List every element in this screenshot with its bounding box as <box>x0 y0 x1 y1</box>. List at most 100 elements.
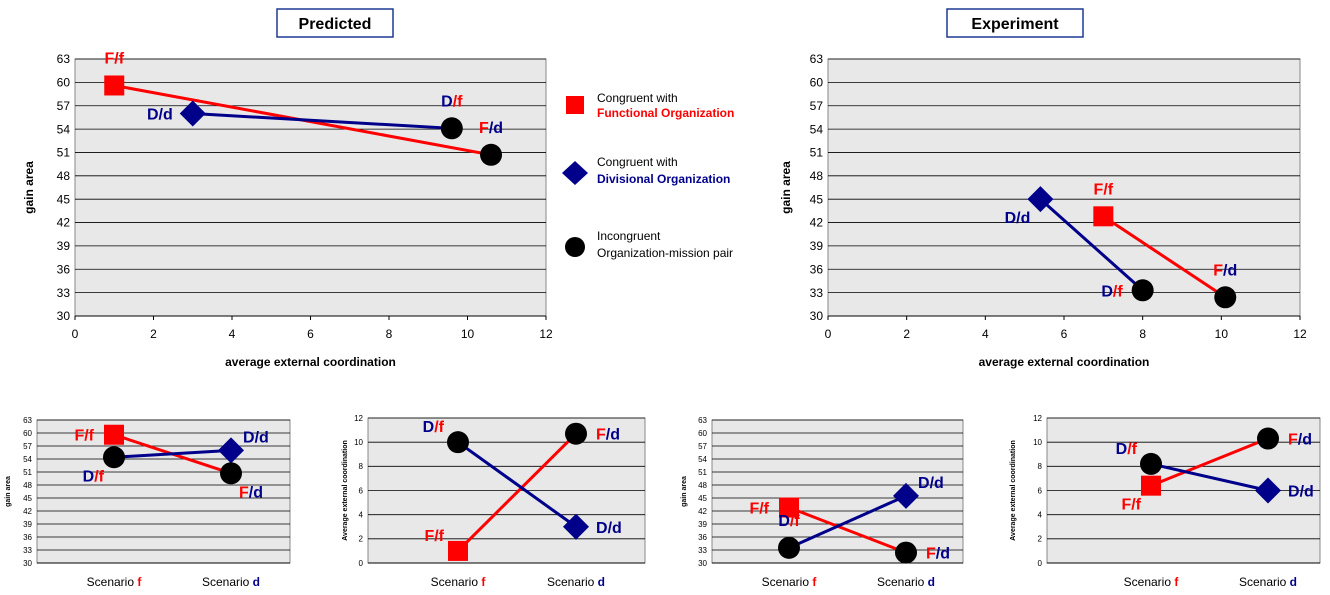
category-label-text: Scenario <box>431 575 482 589</box>
y-tick-label: 60 <box>23 429 32 438</box>
x-axis-title: average external coordination <box>225 355 396 369</box>
y-tick-label: 42 <box>698 507 707 516</box>
category-label: Scenario d <box>547 575 605 589</box>
title-experiment-text: Experiment <box>971 16 1059 33</box>
y-tick-label: 2 <box>359 535 364 544</box>
point-label-part: /f <box>434 419 444 436</box>
x-tick-label: 10 <box>1215 327 1229 341</box>
legend-label-line2: Functional Organization <box>597 106 734 120</box>
x-axis-title: average external coordination <box>979 355 1150 369</box>
y-tick-label: 51 <box>57 146 71 160</box>
y-tick-label: 4 <box>359 510 364 519</box>
legend-diamond-marker <box>562 161 588 185</box>
point-label-part: /d <box>1300 484 1314 501</box>
point-label-part: /d <box>606 427 620 444</box>
y-tick-label: 51 <box>810 146 824 160</box>
square-marker <box>104 424 124 445</box>
legend-label-line1: Incongruent <box>597 229 661 243</box>
circle-marker <box>440 117 463 140</box>
circle-marker <box>220 462 242 485</box>
point-label-part: /d <box>1223 262 1237 279</box>
category-label-letter: f <box>1174 575 1179 589</box>
point-label-part: F <box>74 428 84 445</box>
y-tick-label: 6 <box>1038 486 1043 495</box>
y-tick-label: 36 <box>57 262 71 276</box>
y-tick-label: 63 <box>57 52 71 66</box>
y-tick-label: 0 <box>359 559 364 568</box>
y-axis-title: gain area <box>5 476 12 507</box>
category-label: Scenario f <box>87 575 143 589</box>
point-label-part: D <box>1005 210 1017 227</box>
y-tick-label: 39 <box>23 520 32 529</box>
point-label-part: D <box>596 520 608 537</box>
category-label: Scenario d <box>877 575 935 589</box>
circle-marker <box>895 541 917 564</box>
chart-experiment-main: 30 33 36 39 42 45 48 51 54 57 60 63 0 2 4 6 8 10 12 average… <box>779 52 1307 369</box>
divisional-series-line <box>113 448 232 459</box>
circle-marker <box>1140 452 1162 475</box>
point-label-part: F <box>424 528 434 545</box>
divisional-series-line <box>457 440 577 528</box>
category-label: Scenario d <box>1239 575 1297 589</box>
y-tick-label: 60 <box>698 429 707 438</box>
point-label-part: /f <box>1103 181 1113 198</box>
circle-marker <box>103 446 125 469</box>
point-label: F/f <box>424 528 444 545</box>
point-label-part: F <box>479 120 489 137</box>
diamond-marker <box>563 513 589 540</box>
point-label-part: /f <box>759 501 769 518</box>
y-axis-title: Average external coordination <box>1010 440 1017 541</box>
point-label-part: /d <box>1298 432 1312 449</box>
circle-marker <box>778 536 800 559</box>
legend-item-functional: Congruent with Functional Organization <box>566 91 734 120</box>
y-tick-label: 30 <box>810 309 824 323</box>
point-label: D/d <box>918 475 944 492</box>
y-tick-label: 48 <box>57 169 71 183</box>
x-tick-label: 8 <box>386 327 393 341</box>
x-tick-label: 10 <box>461 327 475 341</box>
point-label-part: /d <box>1016 210 1030 227</box>
y-axis-title: gain area <box>779 161 793 214</box>
y-tick-label: 42 <box>57 216 71 230</box>
x-tick-label: 4 <box>982 327 989 341</box>
legend: Congruent with Functional Organization C… <box>562 91 734 260</box>
point-label-part: F <box>239 484 249 501</box>
y-tick-label: 51 <box>23 468 32 477</box>
point-label-part: D <box>243 429 255 446</box>
y-tick-label: 63 <box>810 52 824 66</box>
y-axis-title: gain area <box>22 161 36 214</box>
x-tick-label: 12 <box>539 327 553 341</box>
point-label-part: /d <box>255 429 269 446</box>
y-tick-label: 33 <box>23 546 32 555</box>
point-label-part: F <box>749 501 759 518</box>
title-predicted: Predicted <box>276 8 394 38</box>
category-label-letter: f <box>137 575 142 589</box>
y-tick-label: 10 <box>354 438 363 447</box>
y-tick-label: 63 <box>23 416 32 425</box>
point-label-part: F <box>1121 497 1131 514</box>
point-label: D/f <box>83 468 105 485</box>
y-tick-label: 6 <box>359 486 364 495</box>
legend-label-line1: Congruent with <box>597 155 678 169</box>
point-label: D/f <box>1101 283 1123 300</box>
y-tick-label: 57 <box>23 442 32 451</box>
functional-series-line <box>1150 437 1269 488</box>
y-tick-label: 51 <box>698 468 707 477</box>
category-label-text: Scenario <box>87 575 138 589</box>
point-label-part: F <box>1288 432 1298 449</box>
point-label-part: F <box>1094 181 1104 198</box>
y-tick-label: 54 <box>57 122 71 136</box>
category-label-letter: d <box>253 575 260 589</box>
y-tick-label: 33 <box>698 546 707 555</box>
point-label: F/f <box>1094 181 1114 198</box>
y-tick-label: 4 <box>1038 510 1043 519</box>
point-label-part: D <box>83 468 95 485</box>
y-tick-label: 36 <box>698 533 707 542</box>
category-label-letter: f <box>812 575 817 589</box>
point-label-part: /d <box>608 520 622 537</box>
legend-square-marker <box>566 96 584 114</box>
y-tick-label: 45 <box>698 494 707 503</box>
category-label-text: Scenario <box>1124 575 1175 589</box>
category-label-text: Scenario <box>762 575 813 589</box>
point-label-part: D <box>423 419 435 436</box>
